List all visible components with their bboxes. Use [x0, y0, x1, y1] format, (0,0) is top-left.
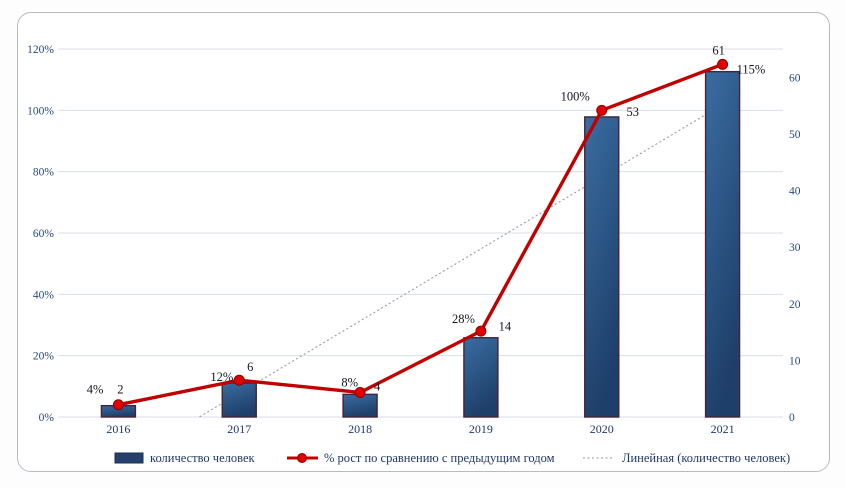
growth-line	[116, 62, 725, 407]
growth-pct-label-2016: 4%	[87, 383, 104, 397]
x-axis-label-2018: 2018	[348, 422, 372, 436]
growth-marker-2021	[717, 58, 729, 70]
growth-marker-2020	[596, 104, 608, 116]
bar-value-label-2018: 4	[374, 379, 381, 393]
growth-marker-2018	[354, 386, 366, 398]
right-axis-tick: 0	[789, 412, 795, 424]
left-axis-tick: 20%	[33, 351, 55, 363]
bar-value-label-2017: 6	[247, 360, 253, 374]
x-axis-label-2021: 2021	[711, 422, 735, 436]
x-axis-label-2020: 2020	[590, 422, 614, 436]
legend-swatch-bars	[114, 452, 144, 464]
legend-label-growth: % рост по сравнению с предыдущим годом	[324, 451, 555, 465]
bar-2020	[584, 116, 620, 418]
right-axis-tick: 10	[789, 355, 801, 367]
bar-2021	[704, 70, 741, 418]
right-axis-tick: 60	[789, 72, 801, 84]
right-axis-tick: 20	[789, 299, 801, 311]
chart-card	[17, 12, 830, 472]
left-axis-tick: 60%	[33, 228, 55, 240]
legend-label-bars: количество человек	[150, 451, 255, 465]
left-axis-tick: 120%	[27, 44, 54, 56]
growth-pct-label-2020: 100%	[561, 89, 590, 103]
right-axis-tick: 40	[789, 186, 801, 198]
bar-value-label-2019: 14	[499, 320, 512, 334]
left-axis-tick: 80%	[33, 167, 55, 179]
right-axis-tick: 50	[789, 129, 801, 141]
growth-marker-2019	[475, 325, 487, 337]
left-axis-tick: 40%	[33, 289, 55, 301]
left-axis-tick: 0%	[39, 412, 55, 424]
growth-pct-label-2017: 12%	[210, 370, 233, 384]
trendline	[198, 104, 723, 417]
bar-value-label-2016: 2	[117, 383, 123, 397]
right-axis-tick: 30	[789, 242, 801, 254]
x-axis-label-2019: 2019	[469, 422, 493, 436]
legend-label-trend: Линейная (количество человек)	[622, 451, 790, 465]
x-axis-label-2016: 2016	[106, 422, 130, 436]
legend-marker-growth	[297, 453, 307, 463]
growth-pct-label-2018: 8%	[341, 375, 358, 389]
bar-value-label-2020: 53	[627, 105, 640, 119]
bar-2019	[463, 337, 499, 418]
growth-pct-label-2019: 28%	[452, 312, 475, 326]
growth-marker-2016	[112, 399, 124, 411]
growth-marker-2017	[233, 374, 245, 386]
bar-value-label-2021: 61	[712, 43, 725, 57]
left-axis-tick: 100%	[27, 105, 54, 117]
bar-2017	[221, 382, 257, 418]
growth-pct-label-2021: 115%	[737, 62, 766, 76]
x-axis-label-2017: 2017	[227, 422, 251, 436]
